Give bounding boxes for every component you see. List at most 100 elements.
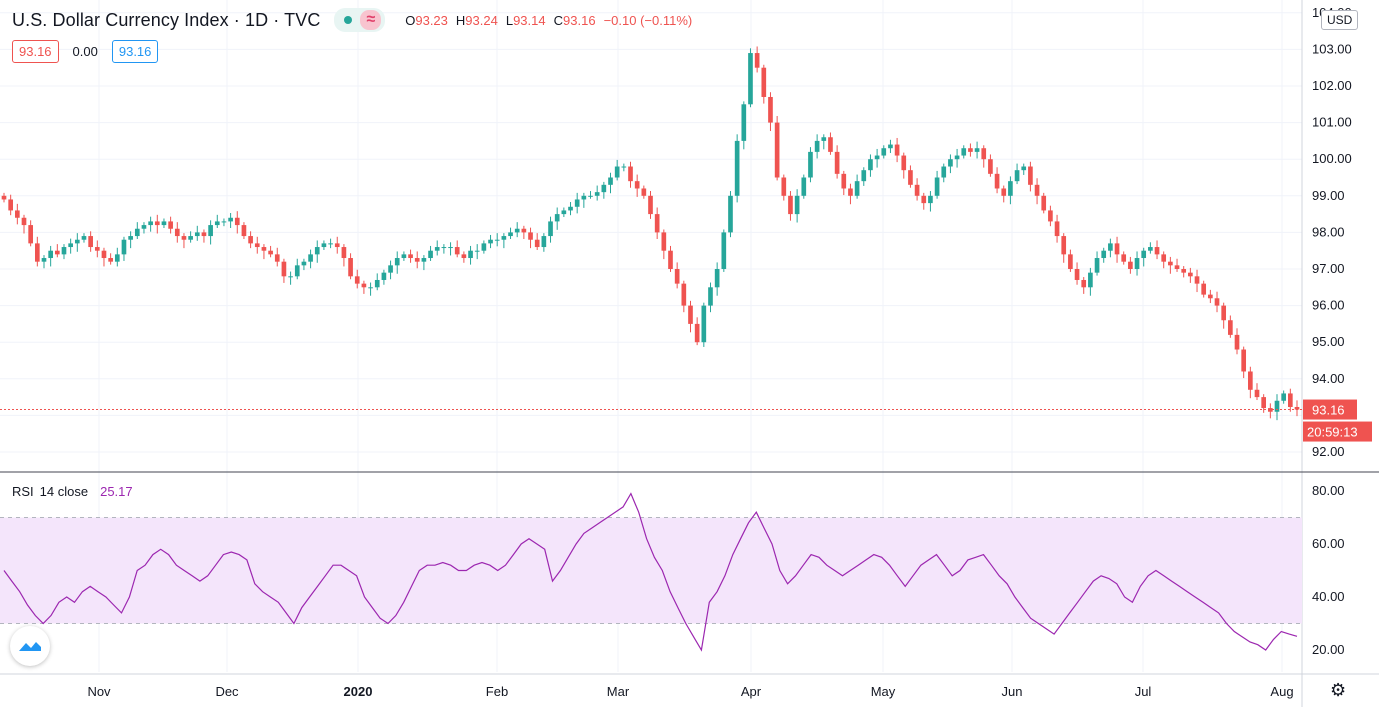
candle-body [708,287,713,306]
candle-body [1294,406,1300,410]
candle-body [148,221,153,226]
candle-body [234,217,240,226]
y-tick-label: 97.00 [1312,261,1345,276]
candle-body [48,250,53,259]
candle-body [1194,276,1200,284]
candle-body [814,140,820,152]
candle-body [341,247,347,259]
candle-body [494,239,500,241]
candle-body [308,254,313,262]
rsi-tick-label: 80.00 [1312,483,1345,498]
candle-body [861,170,867,182]
candle-body [588,195,593,197]
candle-body [174,228,180,237]
rsi-name: RSI [12,484,34,499]
rsi-band [0,517,1302,624]
candle-body [321,243,327,248]
candle-body [688,305,693,324]
candle-body [314,247,320,255]
rsi-tick-label: 40.00 [1312,589,1345,604]
rsi-params: 14 close [39,484,89,499]
x-tick-label: Apr [741,684,762,699]
candle-body [968,148,973,152]
candle-body [394,258,400,266]
candle-body [1008,181,1013,196]
candle-body [361,283,367,288]
candle-body [761,67,767,97]
candle-body [768,96,773,123]
x-tick-label: Jun [1002,684,1023,699]
candle-body [868,159,873,171]
candle-body [248,236,253,244]
close-value: 93.16 [563,12,596,28]
candle-body [454,247,460,255]
candle-body [68,243,73,248]
candle-body [1014,170,1020,182]
candle-body [1161,254,1167,262]
candle-body [521,228,527,233]
candle-body [301,261,307,266]
candle-body [821,137,827,141]
candle-body [8,199,13,211]
candle-body [581,195,587,200]
candle-body [1061,236,1067,255]
candle-body [328,243,333,245]
sell-price-button[interactable]: 93.16 [12,40,59,63]
candle-body [81,236,87,240]
candle-body [434,247,440,251]
rsi-legend[interactable]: RSI 14 close 25.17 [12,484,133,499]
candle-body [648,195,653,215]
candle-body [401,254,407,259]
candle-body [834,151,840,174]
candle-body [154,221,160,226]
candle-body [114,254,120,262]
candle-body [421,258,427,262]
candle-body [721,232,727,269]
candle-body [348,258,353,277]
candle-body [1088,272,1093,288]
candle-body [1248,371,1253,390]
currency-button[interactable]: USD [1321,10,1359,30]
candle-body [988,159,993,174]
candle-body [1288,393,1293,407]
candle-body [594,192,600,196]
candle-body [888,144,893,149]
candle-body [514,228,520,233]
candle-body [1181,269,1187,273]
candle-body [634,181,640,189]
candle-body [921,195,927,204]
candle-body [1034,184,1040,196]
delayed-data-icon[interactable]: ≈ [360,10,382,30]
candle-body [374,279,380,288]
candle-body [534,239,540,248]
candle-body [1241,349,1247,372]
candle-body [201,232,207,237]
candle-body [1174,265,1180,269]
candle-body [701,305,707,343]
candle-body [668,250,673,269]
tradingview-logo-icon[interactable] [10,626,50,666]
candle-body [468,250,473,259]
candle-body [461,254,467,259]
market-open-dot-icon [344,16,353,24]
ohlc-values: O93.23 H93.24 L93.14 C93.16 −0.10 (−0.11… [405,12,693,28]
candle-body [801,177,807,196]
buy-price-button[interactable]: 93.16 [111,40,159,63]
candle-body [221,221,227,223]
candle-body [294,265,300,277]
candle-body [741,104,747,141]
status-pill[interactable]: ≈ [334,8,386,32]
candle-body [1168,261,1173,266]
candle-body [674,269,680,284]
candle-body [1041,195,1047,211]
candle-body [541,236,547,248]
candle-body [1254,389,1260,398]
candle-body [108,258,113,262]
candle-body [28,225,33,244]
gear-icon[interactable]: ⚙ [1330,680,1347,700]
candle-body [608,177,613,185]
candle-body [1234,334,1240,350]
x-tick-label: Dec [215,684,239,699]
symbol-title[interactable]: U.S. Dollar Currency Index · 1D · TVC [12,9,321,30]
